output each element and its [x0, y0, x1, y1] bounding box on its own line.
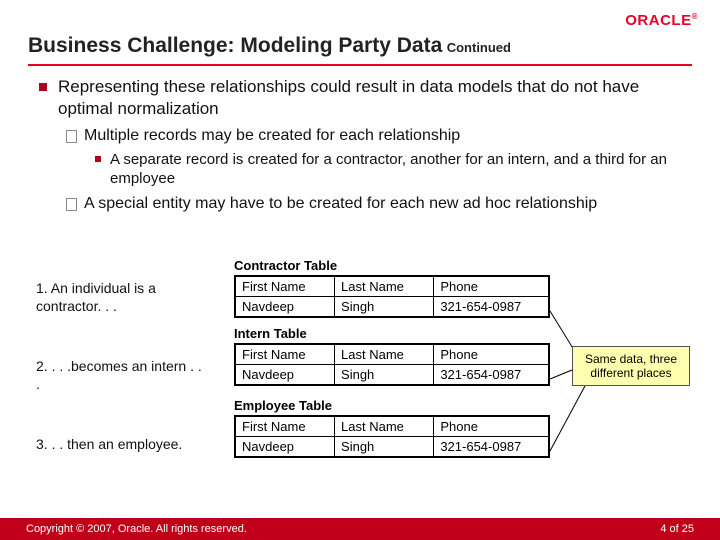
- bullet-level3: A separate record is created for a contr…: [36, 150, 688, 188]
- bullet-level1: Representing these relationships could r…: [36, 76, 688, 120]
- slide-title: Business Challenge: Modeling Party Data …: [28, 34, 692, 58]
- page-number: 4 of 25: [660, 523, 694, 535]
- title-main: Business Challenge: Modeling Party Data: [28, 34, 442, 57]
- bullet-level2: A special entity may have to be created …: [36, 194, 688, 214]
- callout-box: Same data, three different places: [572, 346, 690, 386]
- oracle-logo: ORACLE®: [625, 12, 698, 29]
- footer-bar: Copyright © 2007, Oracle. All rights res…: [0, 518, 720, 540]
- title-rule: [28, 64, 692, 66]
- title-suffix: Continued: [447, 40, 511, 55]
- copyright-text: Copyright © 2007, Oracle. All rights res…: [26, 523, 247, 535]
- bullet-level2: Multiple records may be created for each…: [36, 126, 688, 146]
- bullet-content: Representing these relationships could r…: [36, 76, 688, 219]
